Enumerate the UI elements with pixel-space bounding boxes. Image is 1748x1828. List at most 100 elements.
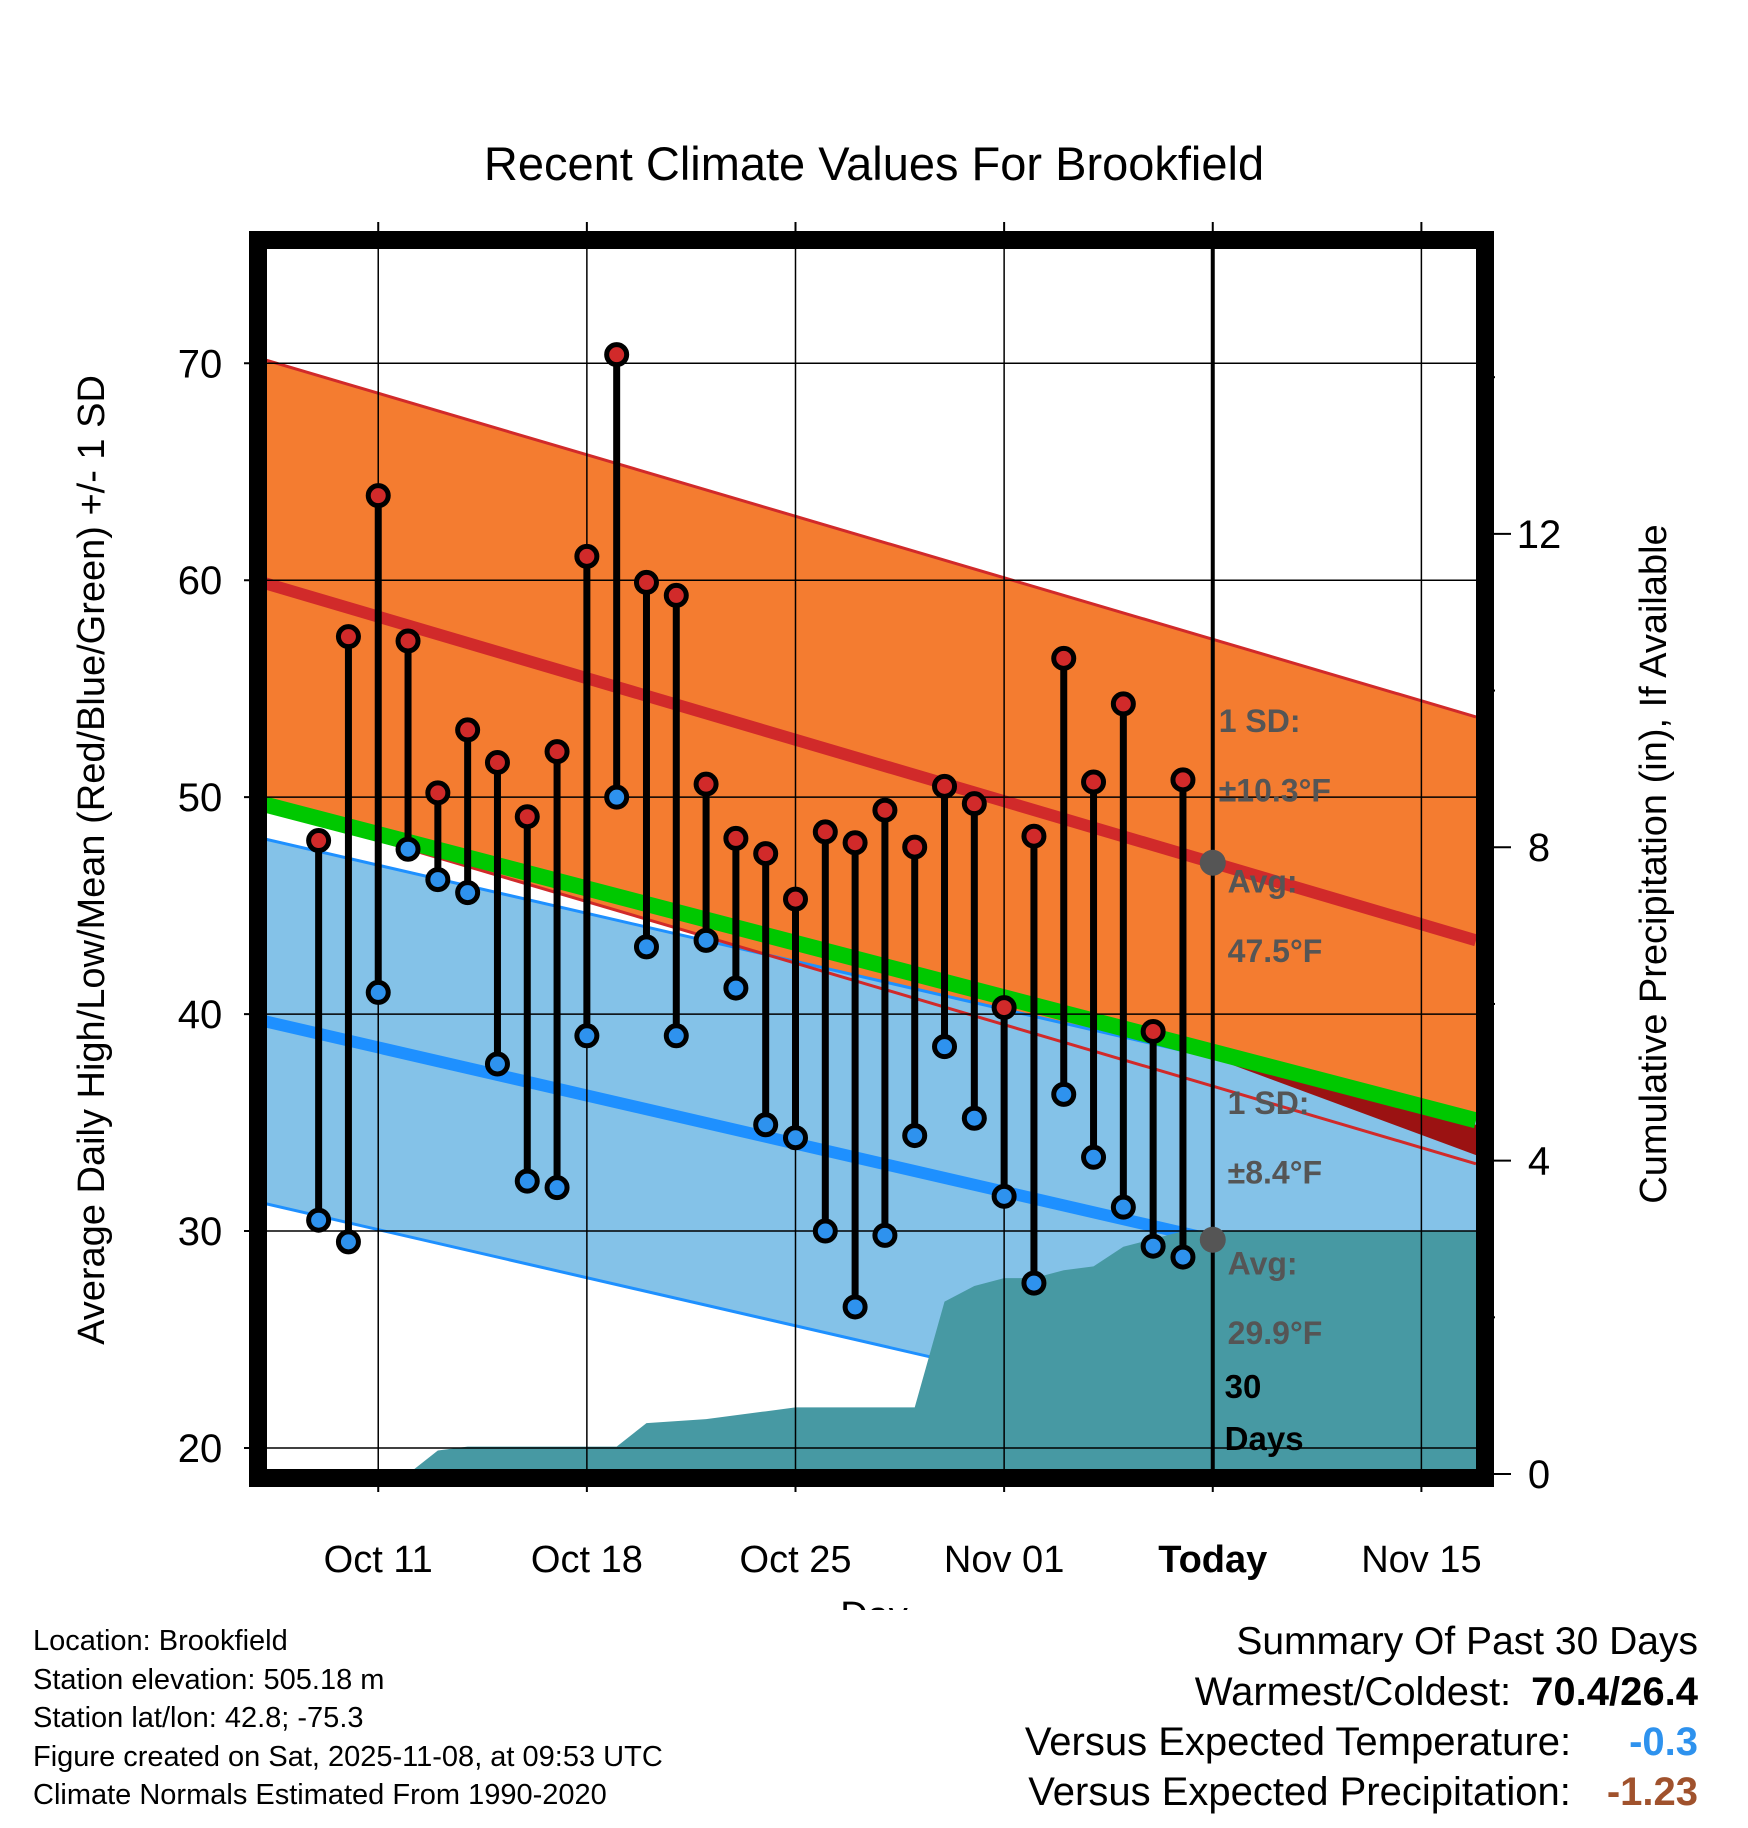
daily-high-point: [574, 543, 600, 569]
daily-low-point: [484, 1051, 510, 1077]
x-tick-label: Nov 01: [944, 1539, 1064, 1581]
high-avg-label: Avg:: [1228, 864, 1298, 900]
temp-departure-row: Versus Expected Temperature: -0.3: [1025, 1717, 1698, 1767]
daily-high-point: [395, 628, 421, 654]
period-label-number: 30: [1225, 1368, 1262, 1405]
daily-high-point: [455, 717, 481, 743]
precip-area: [408, 1231, 1477, 1474]
normals-text: Climate Normals Estimated From 1990-2020: [33, 1779, 607, 1811]
daily-low-point: [961, 1105, 987, 1131]
daily-low-point: [365, 979, 391, 1005]
daily-high-point: [902, 834, 928, 860]
warmest-coldest-value: 70.4/26.4: [1531, 1670, 1698, 1714]
plot-area: [262, 244, 1481, 1474]
x-tick-label: Nov 15: [1361, 1539, 1481, 1581]
y-tick-label: 30: [178, 1210, 223, 1254]
latlon-text: Station lat/lon: 42.8; -75.3: [33, 1702, 364, 1734]
daily-low-point: [902, 1123, 928, 1149]
daily-low-point: [1170, 1244, 1196, 1270]
climate-chart: 1 SD: ±10.3°F Avg: 47.5°F 1 SD: ±8.4°F Avg: 29.…: [71, 137, 1675, 1610]
y-tick-label: 50: [178, 776, 223, 820]
daily-low-point: [574, 1023, 600, 1049]
today-low-avg-marker: [1199, 1226, 1226, 1253]
low-avg-label: Avg:: [1228, 1245, 1298, 1281]
summary-panel: Summary Of Past 30 Days Warmest/Coldest:…: [1025, 1617, 1698, 1817]
daily-high-point: [1140, 1018, 1166, 1044]
daily-low-point: [991, 1183, 1017, 1209]
daily-low-point: [604, 784, 630, 810]
daily-low-point: [306, 1207, 332, 1233]
daily-high-point: [932, 773, 958, 799]
daily-low-point: [1051, 1081, 1077, 1107]
normal-high-line: [262, 576, 1478, 947]
high-avg-value: 47.5°F: [1228, 933, 1323, 969]
daily-low-point: [663, 1023, 689, 1049]
x-tick-label: Today: [1158, 1539, 1267, 1581]
daily-low-point: [842, 1294, 868, 1320]
temp-departure-label: Versus Expected Temperature:: [1024, 1720, 1572, 1764]
daily-high-point: [425, 780, 451, 806]
daily-low-point: [395, 836, 421, 862]
precip-departure-value: -1.23: [1606, 1770, 1698, 1814]
precip-departure-label: Versus Expected Precipitation:: [1028, 1770, 1571, 1814]
daily-low-point: [1021, 1270, 1047, 1296]
y2-tick-label: 4: [1528, 1140, 1550, 1184]
daily-high-point: [782, 886, 808, 912]
daily-low-point: [455, 880, 481, 906]
elevation-text: Station elevation: 505.18 m: [33, 1663, 385, 1696]
daily-high-point: [812, 819, 838, 845]
y-axis-title: Average Daily High/Low/Mean (Red/Blue/Gr…: [71, 375, 113, 1345]
today-high-avg-marker: [1199, 849, 1226, 876]
daily-high-point: [1051, 645, 1077, 671]
warmest-coldest-label: Warmest/Coldest:: [1194, 1670, 1512, 1714]
y-tick-label: 40: [178, 993, 223, 1037]
y-tick-label: 70: [178, 342, 223, 386]
y2-tick-label: 12: [1517, 513, 1562, 557]
x-axis-title: Day: [840, 1595, 908, 1610]
daily-high-point: [306, 828, 332, 854]
low-sd-label: 1 SD:: [1228, 1085, 1310, 1121]
daily-high-point: [961, 791, 987, 817]
daily-high-point: [872, 797, 898, 823]
warmest-coldest-row: Warmest/Coldest: 70.4/26.4: [1025, 1667, 1698, 1717]
daily-high-point: [693, 771, 719, 797]
plot-frame: [249, 231, 1494, 1487]
daily-low-point: [544, 1175, 570, 1201]
high-sd-label: 1 SD:: [1219, 703, 1301, 739]
mean-below-wedge: [1197, 1052, 1476, 1156]
daily-high-point: [514, 804, 540, 830]
daily-low-point: [723, 975, 749, 1001]
daily-high-point: [991, 995, 1017, 1021]
high-sd-upper-line: [262, 357, 1477, 719]
low-sd-value: ±8.4°F: [1228, 1154, 1322, 1190]
daily-low-point: [932, 1034, 958, 1060]
daily-high-point: [484, 749, 510, 775]
y2-tick-label: 0: [1528, 1453, 1550, 1497]
x-tick-label: Oct 11: [324, 1539, 433, 1581]
daily-high-point: [753, 841, 779, 867]
daily-high-point: [544, 739, 570, 765]
daily-high-point: [335, 624, 361, 650]
daily-low-point: [1110, 1194, 1136, 1220]
y-tick-label: 20: [178, 1427, 223, 1471]
daily-low-point: [753, 1112, 779, 1138]
high-sd-value: ±10.3°F: [1219, 773, 1331, 809]
daily-low-point: [425, 867, 451, 893]
period-label-days: Days: [1225, 1420, 1304, 1457]
y2-tick-label: 8: [1528, 826, 1550, 870]
daily-high-point: [723, 825, 749, 851]
daily-low-point: [782, 1125, 808, 1151]
daily-low-point: [812, 1218, 838, 1244]
precip-departure-row: Versus Expected Precipitation: -1.23: [1025, 1767, 1698, 1817]
daily-low-point: [633, 934, 659, 960]
chart-title: Recent Climate Values For Brookfield: [484, 137, 1264, 190]
x-tick-label: Oct 25: [740, 1539, 852, 1581]
x-tick-label: Oct 18: [531, 1539, 643, 1581]
daily-high-point: [633, 569, 659, 595]
daily-low-point: [514, 1168, 540, 1194]
daily-low-point: [1081, 1144, 1107, 1170]
daily-high-point: [365, 483, 391, 509]
y-tick-label: 60: [178, 559, 223, 603]
daily-low-point: [1140, 1233, 1166, 1259]
y2-axis-title: Cumulative Precipitation (in), If Availa…: [1633, 524, 1675, 1203]
